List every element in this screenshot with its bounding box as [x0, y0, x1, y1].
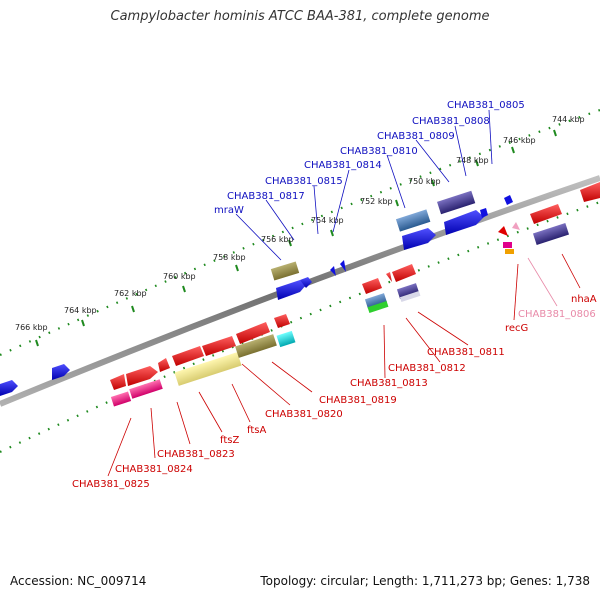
reverse-gene	[202, 336, 236, 356]
forward-gene-mraW	[270, 261, 300, 281]
tick-label: 746 kbp	[503, 136, 536, 145]
reverse-gene-0825	[110, 391, 132, 407]
pseudo-leader	[527, 257, 558, 307]
gene-label: CHAB381_0808	[412, 116, 490, 127]
reverse-gene	[530, 204, 562, 224]
forward-gene	[300, 277, 312, 288]
tick-label: 764 kbp	[64, 306, 97, 315]
gene-label: CHAB381_0820	[265, 409, 343, 420]
forward-gene	[0, 380, 18, 396]
gene-label: CHAB381_0811	[427, 347, 505, 358]
reverse-gene-0813	[364, 293, 388, 309]
gene-label: CHAB381_0823	[157, 449, 235, 460]
reverse-gene-0812	[396, 283, 420, 299]
reverse-gene	[158, 358, 170, 372]
tick-label: 756 kbp	[261, 235, 294, 244]
reverse-gene-ftsA	[235, 334, 277, 358]
tick-label: 752 kbp	[360, 197, 393, 206]
tick-label: 760 kbp	[163, 272, 196, 281]
forward-gene	[402, 228, 436, 250]
reverse-gene-0806	[532, 223, 570, 245]
forward-gene	[330, 266, 336, 276]
gene-label: CHAB381_0824	[115, 464, 193, 475]
reverse-gene	[126, 366, 158, 386]
forward-leaders	[235, 109, 493, 261]
gene-label: nhaA	[571, 294, 597, 305]
reverse-gene	[386, 272, 392, 282]
reverse-gene	[172, 346, 204, 366]
reverse-leaders	[107, 253, 581, 477]
gene-label: CHAB381_0810	[340, 146, 418, 157]
gene-label: CHAB381_0817	[227, 191, 305, 202]
forward-gene-0810	[395, 209, 431, 232]
gene-label-pseudo: CHAB381_0806	[518, 309, 596, 320]
gene-label: CHAB381_0825	[72, 479, 150, 490]
tick-label: 758 kbp	[213, 253, 246, 262]
reverse-gene	[512, 222, 520, 230]
forward-gene	[276, 280, 306, 300]
major-ticks	[35, 129, 557, 347]
tick-label: 766 kbp	[15, 323, 48, 332]
reverse-gene-recG-a	[503, 242, 512, 248]
gene-label: CHAB381_0819	[319, 395, 397, 406]
gene-label: CHAB381_0814	[304, 160, 382, 171]
reverse-gene	[236, 322, 270, 344]
gene-label: recG	[505, 323, 528, 334]
forward-labels: CHAB381_0805 CHAB381_0808 CHAB381_0809 C…	[214, 100, 525, 216]
reverse-gene	[362, 278, 382, 294]
gene-label: ftsA	[247, 425, 266, 436]
tick-label: 748 kbp	[456, 156, 489, 165]
reverse-gene	[274, 314, 290, 328]
forward-tick-ring	[0, 108, 600, 357]
forward-gene-0808	[437, 190, 476, 215]
forward-gene	[504, 195, 513, 205]
gene-label: CHAB381_0813	[350, 378, 428, 389]
gene-label: CHAB381_0805	[447, 100, 525, 111]
reverse-gene	[392, 264, 416, 282]
forward-gene	[480, 208, 488, 218]
reverse-gene	[110, 374, 126, 390]
genome-summary-text: Topology: circular; Length: 1,711,273 bp…	[260, 574, 590, 588]
gene-label: CHAB381_0815	[265, 176, 343, 187]
reverse-gene-ftsZ	[174, 352, 242, 386]
forward-gene	[52, 364, 70, 380]
gene-label: CHAB381_0812	[388, 363, 466, 374]
reverse-gene	[498, 226, 508, 236]
tick-labels: 744 kbp 746 kbp 748 kbp 750 kbp 752 kbp …	[15, 115, 585, 332]
tick-label: 744 kbp	[552, 115, 585, 124]
reverse-gene-0824	[129, 379, 163, 399]
reverse-gene-nhaA	[580, 182, 600, 202]
reverse-gene-0820	[276, 330, 296, 348]
forward-gene	[340, 260, 346, 272]
reverse-gene-recG-b	[505, 249, 514, 254]
forward-genes	[0, 190, 513, 396]
gene-label: CHAB381_0809	[377, 131, 455, 142]
map-title: Campylobacter hominis ATCC BAA-381, comp…	[110, 9, 490, 24]
accession-text: Accession: NC_009714	[10, 574, 147, 588]
tick-label: 750 kbp	[408, 177, 441, 186]
tick-label: 762 kbp	[114, 289, 147, 298]
forward-gene	[444, 210, 484, 235]
reverse-gene-0813b	[367, 301, 389, 313]
reverse-gene-0812b	[399, 291, 421, 302]
tick-label: 754 kbp	[311, 216, 344, 225]
gene-label: ftsZ	[220, 435, 239, 446]
reverse-labels: nhaA recG CHAB381_0811 CHAB381_0812 CHAB…	[72, 294, 597, 490]
reverse-genes	[110, 182, 600, 407]
gene-label: mraW	[214, 205, 244, 216]
